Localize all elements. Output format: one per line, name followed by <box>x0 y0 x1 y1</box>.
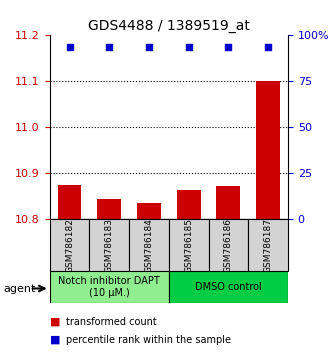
Text: GSM786185: GSM786185 <box>184 218 193 273</box>
Point <box>107 44 112 50</box>
FancyBboxPatch shape <box>50 271 169 303</box>
Text: ■: ■ <box>50 335 60 345</box>
Bar <box>137 203 161 219</box>
FancyBboxPatch shape <box>169 271 288 303</box>
Text: Notch inhibitor DAPT
(10 μM.): Notch inhibitor DAPT (10 μM.) <box>58 276 160 298</box>
Text: GSM786182: GSM786182 <box>65 218 74 273</box>
Point <box>186 44 191 50</box>
Text: GSM786186: GSM786186 <box>224 218 233 273</box>
Text: percentile rank within the sample: percentile rank within the sample <box>66 335 231 345</box>
Point <box>226 44 231 50</box>
FancyBboxPatch shape <box>129 219 169 271</box>
FancyBboxPatch shape <box>169 219 209 271</box>
Bar <box>97 199 121 219</box>
Bar <box>256 81 280 219</box>
Text: GSM786183: GSM786183 <box>105 218 114 273</box>
FancyBboxPatch shape <box>50 219 89 271</box>
Point <box>265 44 271 50</box>
Bar <box>177 189 201 219</box>
Text: DMSO control: DMSO control <box>195 282 262 292</box>
Bar <box>58 185 81 219</box>
Title: GDS4488 / 1389519_at: GDS4488 / 1389519_at <box>88 19 250 33</box>
FancyBboxPatch shape <box>248 219 288 271</box>
Text: GSM786184: GSM786184 <box>144 218 154 273</box>
FancyBboxPatch shape <box>89 219 129 271</box>
Point <box>146 44 152 50</box>
Point <box>67 44 72 50</box>
Text: transformed count: transformed count <box>66 317 157 327</box>
Text: GSM786187: GSM786187 <box>263 218 273 273</box>
Text: ■: ■ <box>50 317 60 327</box>
FancyBboxPatch shape <box>209 219 248 271</box>
Bar <box>216 186 240 219</box>
Text: agent: agent <box>3 284 36 293</box>
